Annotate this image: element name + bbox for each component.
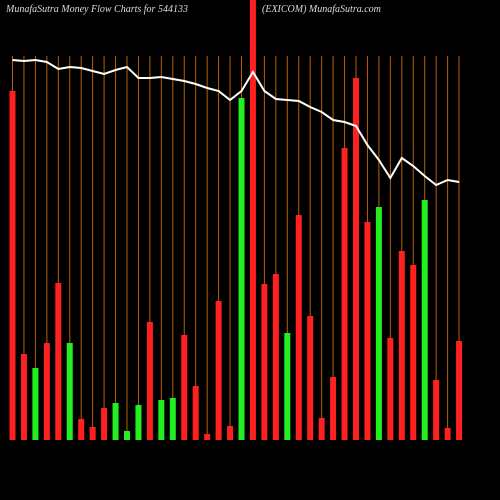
bar xyxy=(238,98,245,440)
bar xyxy=(353,78,359,440)
bar xyxy=(146,322,153,440)
bar xyxy=(215,301,222,440)
bar xyxy=(66,343,73,440)
bar xyxy=(375,207,382,440)
bar xyxy=(135,405,142,440)
bar xyxy=(330,377,337,440)
bar xyxy=(284,333,291,440)
bar xyxy=(55,283,62,440)
bar xyxy=(204,434,211,440)
bar xyxy=(456,341,463,440)
bar xyxy=(192,386,199,440)
bar xyxy=(364,222,371,440)
bar xyxy=(89,427,96,440)
bar xyxy=(9,91,16,440)
bar xyxy=(272,274,279,440)
bar xyxy=(158,400,165,440)
bar xyxy=(32,368,39,440)
bar xyxy=(398,251,405,440)
bar xyxy=(444,428,451,440)
bar xyxy=(249,0,256,440)
bar xyxy=(433,380,440,440)
bar xyxy=(101,408,108,440)
bar xyxy=(124,431,130,440)
bar xyxy=(410,265,417,440)
bar xyxy=(169,398,176,440)
bar xyxy=(78,419,85,440)
bar xyxy=(318,418,325,440)
bar xyxy=(295,215,302,440)
bar xyxy=(227,426,234,440)
bar xyxy=(181,335,188,440)
bar xyxy=(421,200,428,440)
bar xyxy=(20,354,27,440)
bar xyxy=(341,148,348,440)
bar xyxy=(261,284,268,440)
bar xyxy=(43,343,50,440)
bar xyxy=(307,316,314,440)
bar xyxy=(112,403,119,440)
chart-subtitle: (EXICOM) MunafaSutra.com xyxy=(262,4,381,15)
chart-title: MunafaSutra Money Flow Charts for 544133 xyxy=(5,4,188,15)
bar xyxy=(387,338,394,440)
money-flow-line xyxy=(12,58,460,187)
